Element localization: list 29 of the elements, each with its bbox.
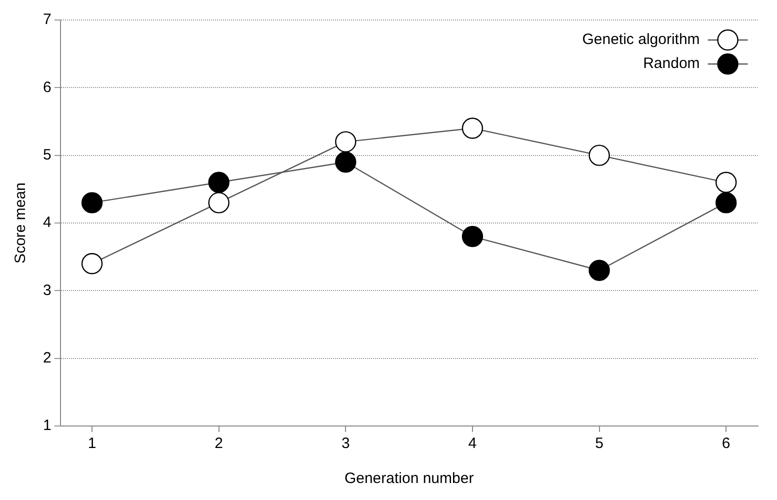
point: [462, 118, 484, 139]
point: [81, 253, 103, 274]
y-tick-label: 6: [43, 78, 52, 96]
x-tick-label: 3: [341, 435, 350, 452]
x-tick-label: 1: [88, 435, 96, 452]
y-axis-title: Score mean: [12, 182, 30, 264]
point: [588, 260, 610, 281]
point: [335, 152, 356, 173]
point: [715, 172, 737, 193]
y-tick-label: 3: [43, 282, 52, 299]
x-tick-label: 5: [595, 435, 604, 452]
point: [208, 172, 230, 193]
point: [588, 144, 610, 166]
point: [462, 226, 484, 248]
point: [81, 192, 103, 214]
point: [335, 131, 356, 152]
y-tick-label: 7: [43, 11, 52, 28]
point: [715, 192, 737, 214]
legend-label: Random: [643, 55, 700, 72]
legend-label: Genetic algorithm: [582, 31, 700, 48]
y-tick-label: 5: [43, 146, 52, 164]
y-tick-label: 4: [43, 214, 52, 232]
x-tick-label: 4: [468, 435, 477, 452]
y-tick-label: 2: [43, 349, 52, 366]
x-tick-label: 6: [722, 435, 730, 452]
x-tick-label: 2: [214, 435, 224, 452]
x-axis-title: Generation number: [344, 470, 474, 488]
y-tick-label: 1: [43, 417, 52, 434]
point: [208, 192, 230, 214]
